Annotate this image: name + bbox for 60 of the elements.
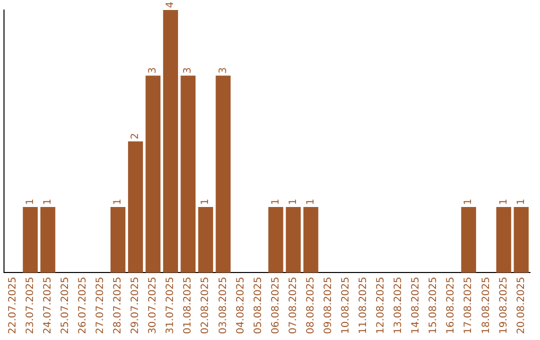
data-label: 1 — [305, 198, 316, 206]
bar — [128, 141, 143, 273]
bar — [110, 207, 126, 273]
bar — [180, 76, 196, 273]
x-tick-label: 30.07.2025 — [148, 276, 159, 334]
bar — [216, 76, 231, 273]
data-label: 1 — [42, 198, 54, 206]
x-tick-label: 03.08.2025 — [218, 276, 229, 334]
x-tick-label: 26.07.2025 — [77, 276, 88, 334]
data-label: 1 — [288, 198, 299, 206]
bar — [163, 10, 178, 273]
data-label: 3 — [182, 67, 194, 74]
bar — [286, 207, 301, 273]
x-tick-label: 25.07.2025 — [60, 276, 71, 334]
data-label: 1 — [112, 198, 124, 206]
x-tick-label: 28.07.2025 — [112, 276, 124, 334]
x-tick-label: 10.08.2025 — [340, 276, 352, 334]
x-tick-label: 08.08.2025 — [305, 276, 316, 334]
x-tick-label: 12.08.2025 — [376, 276, 387, 334]
x-tick-label: 05.08.2025 — [252, 276, 264, 334]
x-tick-label: 15.08.2025 — [428, 276, 440, 334]
x-tick-label: 22.07.2025 — [7, 276, 18, 334]
bar — [496, 207, 512, 273]
x-tick-label: 16.08.2025 — [446, 276, 457, 334]
x-tick-label: 09.08.2025 — [322, 276, 334, 334]
data-label: 1 — [200, 198, 212, 206]
x-tick-label: 06.08.2025 — [270, 276, 282, 334]
x-tick-label: 24.07.2025 — [42, 276, 54, 334]
data-label: 4 — [165, 2, 176, 8]
data-label: 1 — [516, 198, 527, 206]
x-tick-label: 20.08.2025 — [516, 276, 527, 334]
bar — [198, 207, 214, 273]
x-tick-label: 31.07.2025 — [165, 276, 176, 334]
x-tick-label: 01.08.2025 — [182, 276, 194, 334]
x-tick-label: 04.08.2025 — [235, 276, 246, 334]
data-label: 3 — [148, 67, 159, 74]
bar — [146, 76, 160, 273]
x-tick-label: 11.08.2025 — [358, 276, 370, 334]
x-tick-label: 17.08.2025 — [463, 276, 474, 334]
data-label: 3 — [218, 67, 229, 74]
bar — [514, 207, 529, 273]
x-tick-label: 14.08.2025 — [410, 276, 422, 334]
x-tick-label: 19.08.2025 — [498, 276, 510, 334]
x-tick-label: 07.08.2025 — [288, 276, 299, 334]
data-label: 1 — [463, 198, 474, 206]
data-label: 2 — [130, 132, 142, 140]
x-tick-label: 27.07.2025 — [95, 276, 106, 334]
x-tick-label: 23.07.2025 — [24, 276, 36, 334]
x-tick-label: 13.08.2025 — [393, 276, 404, 334]
x-tick-label: 18.08.2025 — [480, 276, 492, 334]
data-label: 1 — [498, 198, 510, 206]
bar — [303, 207, 318, 273]
data-label: 1 — [24, 198, 36, 206]
bar — [22, 207, 38, 273]
bar — [268, 207, 284, 273]
bar — [40, 207, 56, 273]
bar — [461, 207, 476, 273]
x-tick-label: 29.07.2025 — [130, 276, 142, 334]
x-tick-label: 02.08.2025 — [200, 276, 212, 334]
data-label: 1 — [270, 198, 282, 206]
